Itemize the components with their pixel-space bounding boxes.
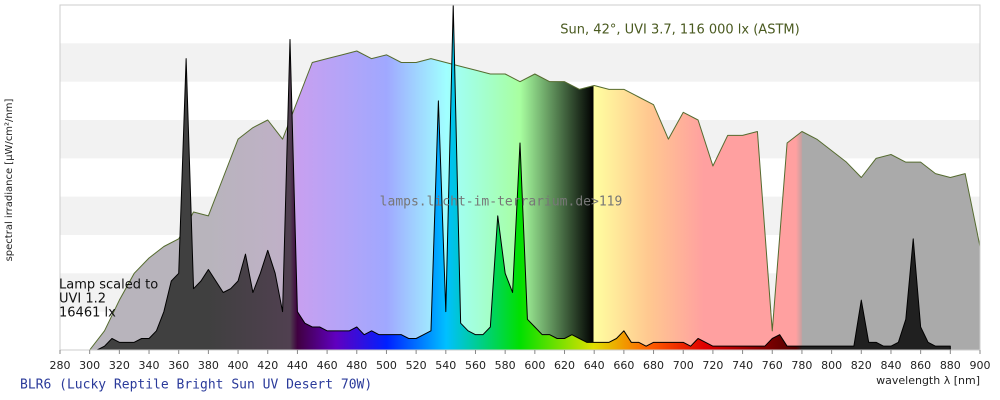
x-tick-label: 780 [791, 359, 812, 372]
x-tick-label: 280 [50, 359, 71, 372]
x-tick-label: 680 [643, 359, 664, 372]
x-tick-label: 480 [346, 359, 367, 372]
y-axis-label: spectral irradiance [µW/cm²/nm] [4, 98, 15, 261]
x-tick-label: 640 [584, 359, 605, 372]
x-tick-label: 880 [940, 359, 961, 372]
x-tick-label: 500 [376, 359, 397, 372]
x-tick-label: 540 [435, 359, 456, 372]
x-tick-label: 860 [910, 359, 931, 372]
plot [89, 4, 981, 351]
x-tick-label: 820 [851, 359, 872, 372]
x-tick-label: 800 [821, 359, 842, 372]
x-tick-label: 400 [228, 359, 249, 372]
x-tick-label: 840 [880, 359, 901, 372]
x-tick-label: 660 [613, 359, 634, 372]
lamp-name: BLR6 (Lucky Reptile Bright Sun UV Desert… [20, 378, 372, 393]
x-tick-label: 580 [495, 359, 516, 372]
x-tick-label: 720 [702, 359, 723, 372]
plot-frame [59, 4, 981, 351]
x-tick-label: 360 [168, 359, 189, 372]
x-tick-label: 320 [109, 359, 130, 372]
spectrum-area [89, 50, 981, 351]
x-tick-label: 420 [257, 359, 278, 372]
x-tick-label: 740 [732, 359, 753, 372]
x-tick-label: 460 [317, 359, 338, 372]
x-tick-label: 520 [406, 359, 427, 372]
lamp-label: 16461 lx [59, 306, 116, 321]
x-tick-label: 620 [554, 359, 575, 372]
x-tick-label: 900 [970, 359, 991, 372]
x-tick-label: 700 [673, 359, 694, 372]
x-tick-label: 600 [524, 359, 545, 372]
x-axis-label: wavelength λ [nm] [876, 374, 980, 387]
x-tick-label: 440 [287, 359, 308, 372]
x-tick-label: 340 [139, 359, 160, 372]
x-tick-label: 560 [465, 359, 486, 372]
watermark: lamps.licht-im-terrarium.de>119 [380, 195, 623, 210]
x-tick-label: 300 [79, 359, 100, 372]
lamp-label: Lamp scaled to [59, 278, 158, 293]
lamp-label: UVI 1.2 [59, 292, 106, 307]
spectrum-area [89, 4, 951, 351]
x-tick-label: 380 [198, 359, 219, 372]
sun-label: Sun, 42°, UVI 3.7, 116 000 lx (ASTM) [560, 23, 799, 38]
grid-band [60, 43, 980, 82]
x-tick-label: 760 [762, 359, 783, 372]
